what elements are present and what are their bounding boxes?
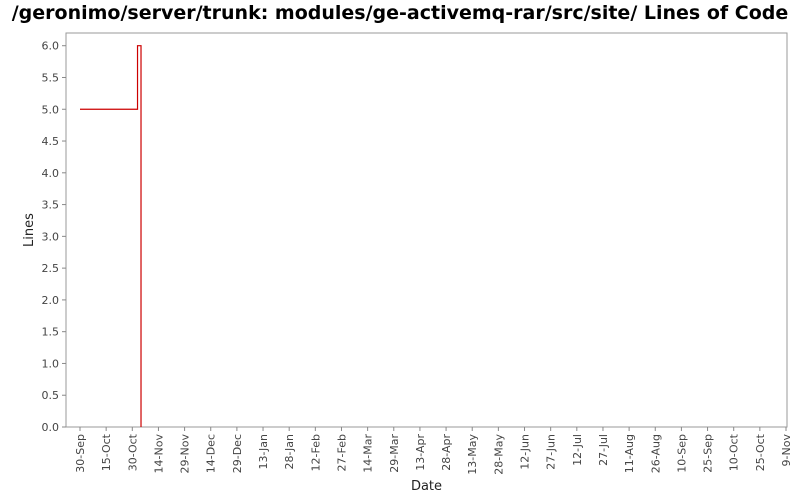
x-tick-label: 11-Aug <box>623 434 636 473</box>
x-tick-label: 27-Jun <box>545 434 558 470</box>
x-tick-label: 30-Sep <box>74 434 87 473</box>
x-tick-label: 14-Mar <box>362 434 375 473</box>
y-tick-label: 4.0 <box>42 167 60 180</box>
x-tick-label: 15-Oct <box>100 433 113 471</box>
x-tick-label: 13-Apr <box>414 434 427 471</box>
y-tick-label: 2.5 <box>42 262 60 275</box>
y-tick-label: 3.5 <box>42 199 60 212</box>
y-tick-label: 5.5 <box>42 71 60 84</box>
x-tick-label: 28-May <box>492 434 505 475</box>
x-tick-label: 12-Jul <box>571 434 584 466</box>
x-tick-label: 29-Mar <box>388 434 401 473</box>
x-tick-label: 10-Oct <box>728 433 741 471</box>
x-tick-label: 26-Aug <box>649 434 662 473</box>
x-tick-label: 30-Oct <box>126 433 139 471</box>
x-tick-label: 25-Sep <box>702 434 715 473</box>
x-tick-label: 27-Jul <box>597 434 610 466</box>
x-tick-label: 13-Jan <box>257 434 270 470</box>
x-tick-label: 9-Nov <box>780 434 793 467</box>
x-tick-label: 29-Nov <box>179 434 192 474</box>
x-tick-label: 13-May <box>466 434 479 475</box>
x-tick-label: 27-Feb <box>335 434 348 471</box>
x-tick-label: 12-Feb <box>309 434 322 471</box>
x-tick-label: 12-Jun <box>519 434 532 470</box>
x-axis-title: Date <box>411 479 442 494</box>
y-tick-label: 6.0 <box>42 40 60 53</box>
plot-frame <box>65 32 788 428</box>
y-axis-title: Lines <box>22 213 37 247</box>
x-tick-label: 14-Dec <box>205 434 218 473</box>
x-tick-label: 28-Apr <box>440 434 453 471</box>
y-tick-label: 0.5 <box>42 389 60 402</box>
y-tick-label: 1.0 <box>42 357 60 370</box>
y-tick-label: 3.0 <box>42 230 60 243</box>
chart-title: /geronimo/server/trunk: modules/ge-activ… <box>11 2 789 24</box>
x-tick-label: 10-Sep <box>675 434 688 473</box>
y-tick-label: 0.0 <box>42 421 60 434</box>
x-tick-label: 28-Jan <box>283 434 296 470</box>
y-tick-label: 1.5 <box>42 326 60 339</box>
x-tick-label: 25-Oct <box>754 433 767 471</box>
y-tick-label: 2.0 <box>42 294 60 307</box>
x-tick-label: 29-Dec <box>231 434 244 473</box>
x-tick-label: 14-Nov <box>152 434 165 474</box>
y-tick-label: 4.5 <box>42 135 60 148</box>
y-tick-label: 5.0 <box>42 103 60 116</box>
